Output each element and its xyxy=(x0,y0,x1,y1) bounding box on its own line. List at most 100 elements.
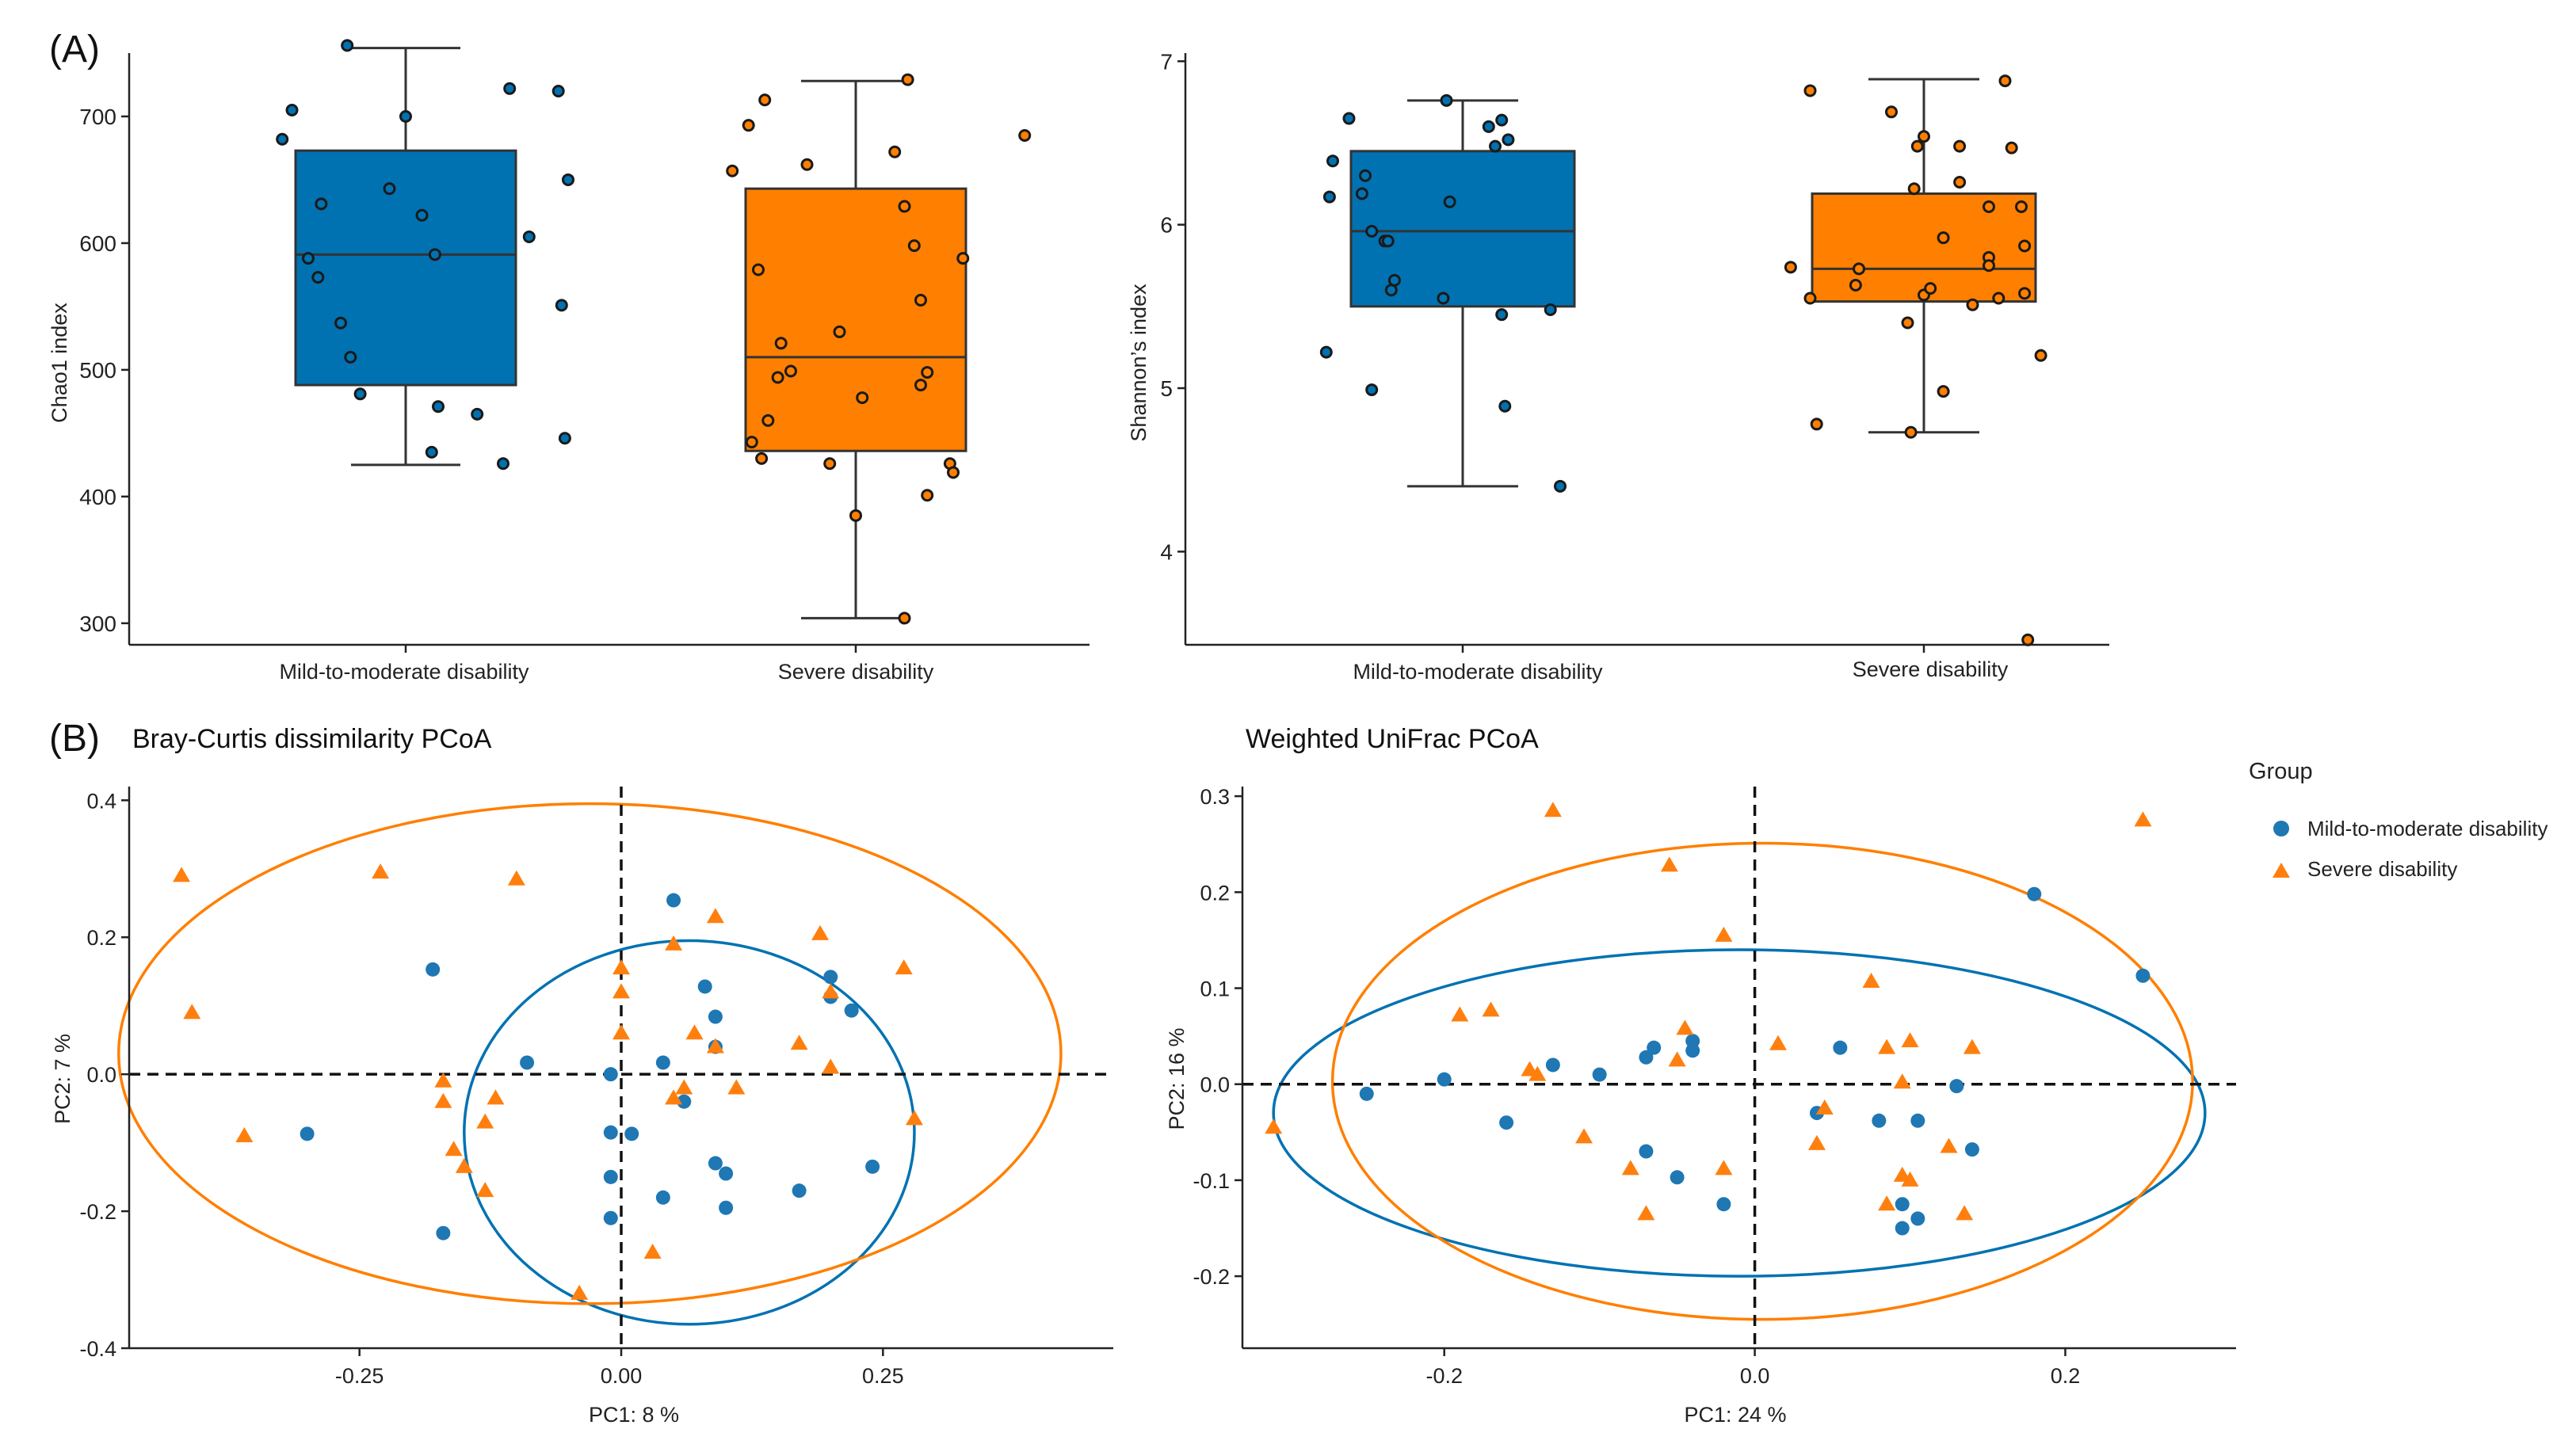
shannon-severe-point xyxy=(1910,139,1924,153)
bray-curtis-mild-point xyxy=(603,1210,618,1225)
chao1-severe-point xyxy=(755,452,769,465)
chao1-mild-point xyxy=(425,445,438,459)
bray-curtis-severe-point xyxy=(571,1284,589,1300)
shannon-severe-point xyxy=(2015,200,2028,213)
chao1-severe-point xyxy=(914,293,927,307)
shannon-severe-point xyxy=(1907,182,1921,196)
chao1-y-tick-label: 400 xyxy=(79,485,116,509)
shannon-severe-point xyxy=(1803,292,1817,305)
panel-label-a: (A) xyxy=(49,29,100,70)
weighted-unifrac-mild-point xyxy=(1647,1040,1662,1055)
weighted-unifrac-severe-point xyxy=(1668,1051,1686,1067)
weighted-unifrac-severe-point xyxy=(1901,1171,1919,1187)
chao1-boxplot: 300 400 500 600 700 Chao1 index Mild-to-mode… xyxy=(48,39,1090,684)
weighted-unifrac-x-tick-label: 0.2 xyxy=(2051,1364,2081,1388)
bray-curtis-mild-point xyxy=(865,1159,880,1174)
shannon-mild-point xyxy=(1437,292,1450,305)
chao1-mild-point xyxy=(302,252,315,265)
chao1-severe-point xyxy=(761,413,775,427)
bray-curtis-mild-point xyxy=(655,1190,670,1205)
shannon-severe-point xyxy=(1966,298,1979,311)
bray-curtis-severe-point xyxy=(790,1035,808,1050)
bray-curtis-severe-point xyxy=(235,1126,254,1142)
bray-curtis-mild-point xyxy=(520,1055,535,1070)
weighted-unifrac-severe-point xyxy=(1637,1205,1655,1221)
bray-curtis-mild-point xyxy=(666,893,681,908)
bray-curtis-severe-point xyxy=(434,1072,452,1088)
shannon-mild-point xyxy=(1502,133,1515,147)
bray-curtis-mild-point xyxy=(708,1009,723,1024)
chao1-mild-point xyxy=(276,132,289,146)
shannon-severe-point xyxy=(1983,200,1995,213)
weighted-unifrac-severe-point xyxy=(1528,1065,1547,1081)
weighted-unifrac-pcoa: Weighted UniFrac PCoA -0.2 -0.1 0.0 0.1 0.2 0… xyxy=(1165,724,2236,1427)
shannon-severe-point xyxy=(1784,261,1797,274)
bray-curtis-x-tick-label: -0.25 xyxy=(335,1364,384,1388)
shannon-severe-point xyxy=(1953,139,1967,153)
weighted-unifrac-mild-point xyxy=(1910,1113,1925,1128)
bray-curtis-x-tick-label: 0.00 xyxy=(601,1364,643,1388)
chao1-severe-point xyxy=(956,252,970,265)
bray-curtis-severe-point xyxy=(895,959,913,975)
chao1-mild-box xyxy=(294,149,517,387)
bray-curtis-severe-point xyxy=(665,935,683,951)
shannon-boxplot: 4 5 6 7 Shannon’s index Mild-to-moderate di… xyxy=(1127,49,2109,684)
weighted-unifrac-severe-point xyxy=(1963,1038,1981,1054)
bray-curtis-severe-point xyxy=(822,1058,840,1074)
weighted-unifrac-severe-point xyxy=(1482,1001,1500,1017)
weighted-unifrac-severe-point xyxy=(1862,973,1880,989)
bray-curtis-y-tick-label: 0.0 xyxy=(86,1063,116,1087)
bray-curtis-severe-point xyxy=(685,1024,704,1040)
chao1-severe-point xyxy=(752,263,765,276)
bray-curtis-severe-point xyxy=(445,1141,463,1156)
weighted-unifrac-severe-point xyxy=(1265,1118,1283,1134)
chao1-mild-point xyxy=(497,457,509,471)
shannon-mild-point xyxy=(1544,303,1557,316)
bray-curtis-y-axis-title: PC2: 7 % xyxy=(51,1034,74,1124)
shannon-severe-point xyxy=(1992,292,2005,305)
shannon-mild-box xyxy=(1349,150,1576,308)
weighted-unifrac-severe-point xyxy=(1893,1073,1911,1089)
shannon-x-tick-label-severe: Severe disability xyxy=(1853,657,2009,681)
shannon-mild-point xyxy=(1365,383,1379,397)
bray-curtis-x-axis-title: PC1: 8 % xyxy=(589,1403,679,1427)
weighted-unifrac-severe-point xyxy=(1621,1160,1639,1176)
legend-title: Group xyxy=(2249,759,2313,784)
bray-curtis-mild-point xyxy=(624,1126,639,1141)
shannon-x-tick-label-mild: Mild-to-moderate disability xyxy=(1353,660,1603,684)
chao1-severe-point xyxy=(849,509,862,522)
bray-curtis-severe-point xyxy=(183,1004,201,1019)
bray-curtis-severe-point xyxy=(727,1079,746,1095)
chao1-mild-point xyxy=(334,316,347,330)
weighted-unifrac-y-tick-label: 0.0 xyxy=(1200,1073,1230,1097)
bray-curtis-y-tick-label: 0.2 xyxy=(86,926,116,950)
weighted-unifrac-mild-point xyxy=(1895,1221,1910,1236)
weighted-unifrac-severe-point xyxy=(1660,856,1678,872)
chao1-y-tick-label: 700 xyxy=(79,105,116,129)
legend-severe-marker xyxy=(2273,863,2290,878)
bray-curtis-severe-point xyxy=(822,983,840,999)
shannon-severe-point xyxy=(2034,349,2047,362)
weighted-unifrac-severe-point xyxy=(1807,1134,1826,1150)
chao1-severe-point xyxy=(726,164,739,177)
weighted-unifrac-mild-point xyxy=(2135,968,2150,983)
shannon-severe-box xyxy=(1811,192,2037,303)
bray-curtis-mild-point xyxy=(708,1156,723,1171)
weighted-unifrac-mild-point xyxy=(1895,1197,1910,1212)
weighted-unifrac-x-tick-label: 0.0 xyxy=(1740,1364,1770,1388)
shannon-severe-point xyxy=(2005,141,2018,154)
chao1-severe-point xyxy=(888,145,902,158)
weighted-unifrac-mild-point xyxy=(1949,1079,1964,1094)
weighted-unifrac-ellipse-mild xyxy=(1272,948,2207,1278)
chao1-mild-point xyxy=(353,387,367,401)
bray-curtis-mild-point xyxy=(655,1055,670,1070)
weighted-unifrac-mild-point xyxy=(1437,1072,1452,1087)
weighted-unifrac-y-tick-label: 0.1 xyxy=(1200,977,1230,1001)
bray-curtis-severe-point xyxy=(613,959,630,975)
chao1-severe-point xyxy=(1018,128,1032,142)
weighted-unifrac-severe-point xyxy=(1544,802,1562,817)
chao1-mild-point xyxy=(428,248,441,261)
shannon-mild-point xyxy=(1322,190,1336,204)
weighted-unifrac-x-tick-label: -0.2 xyxy=(1425,1364,1463,1388)
chao1-severe-point xyxy=(745,436,758,449)
